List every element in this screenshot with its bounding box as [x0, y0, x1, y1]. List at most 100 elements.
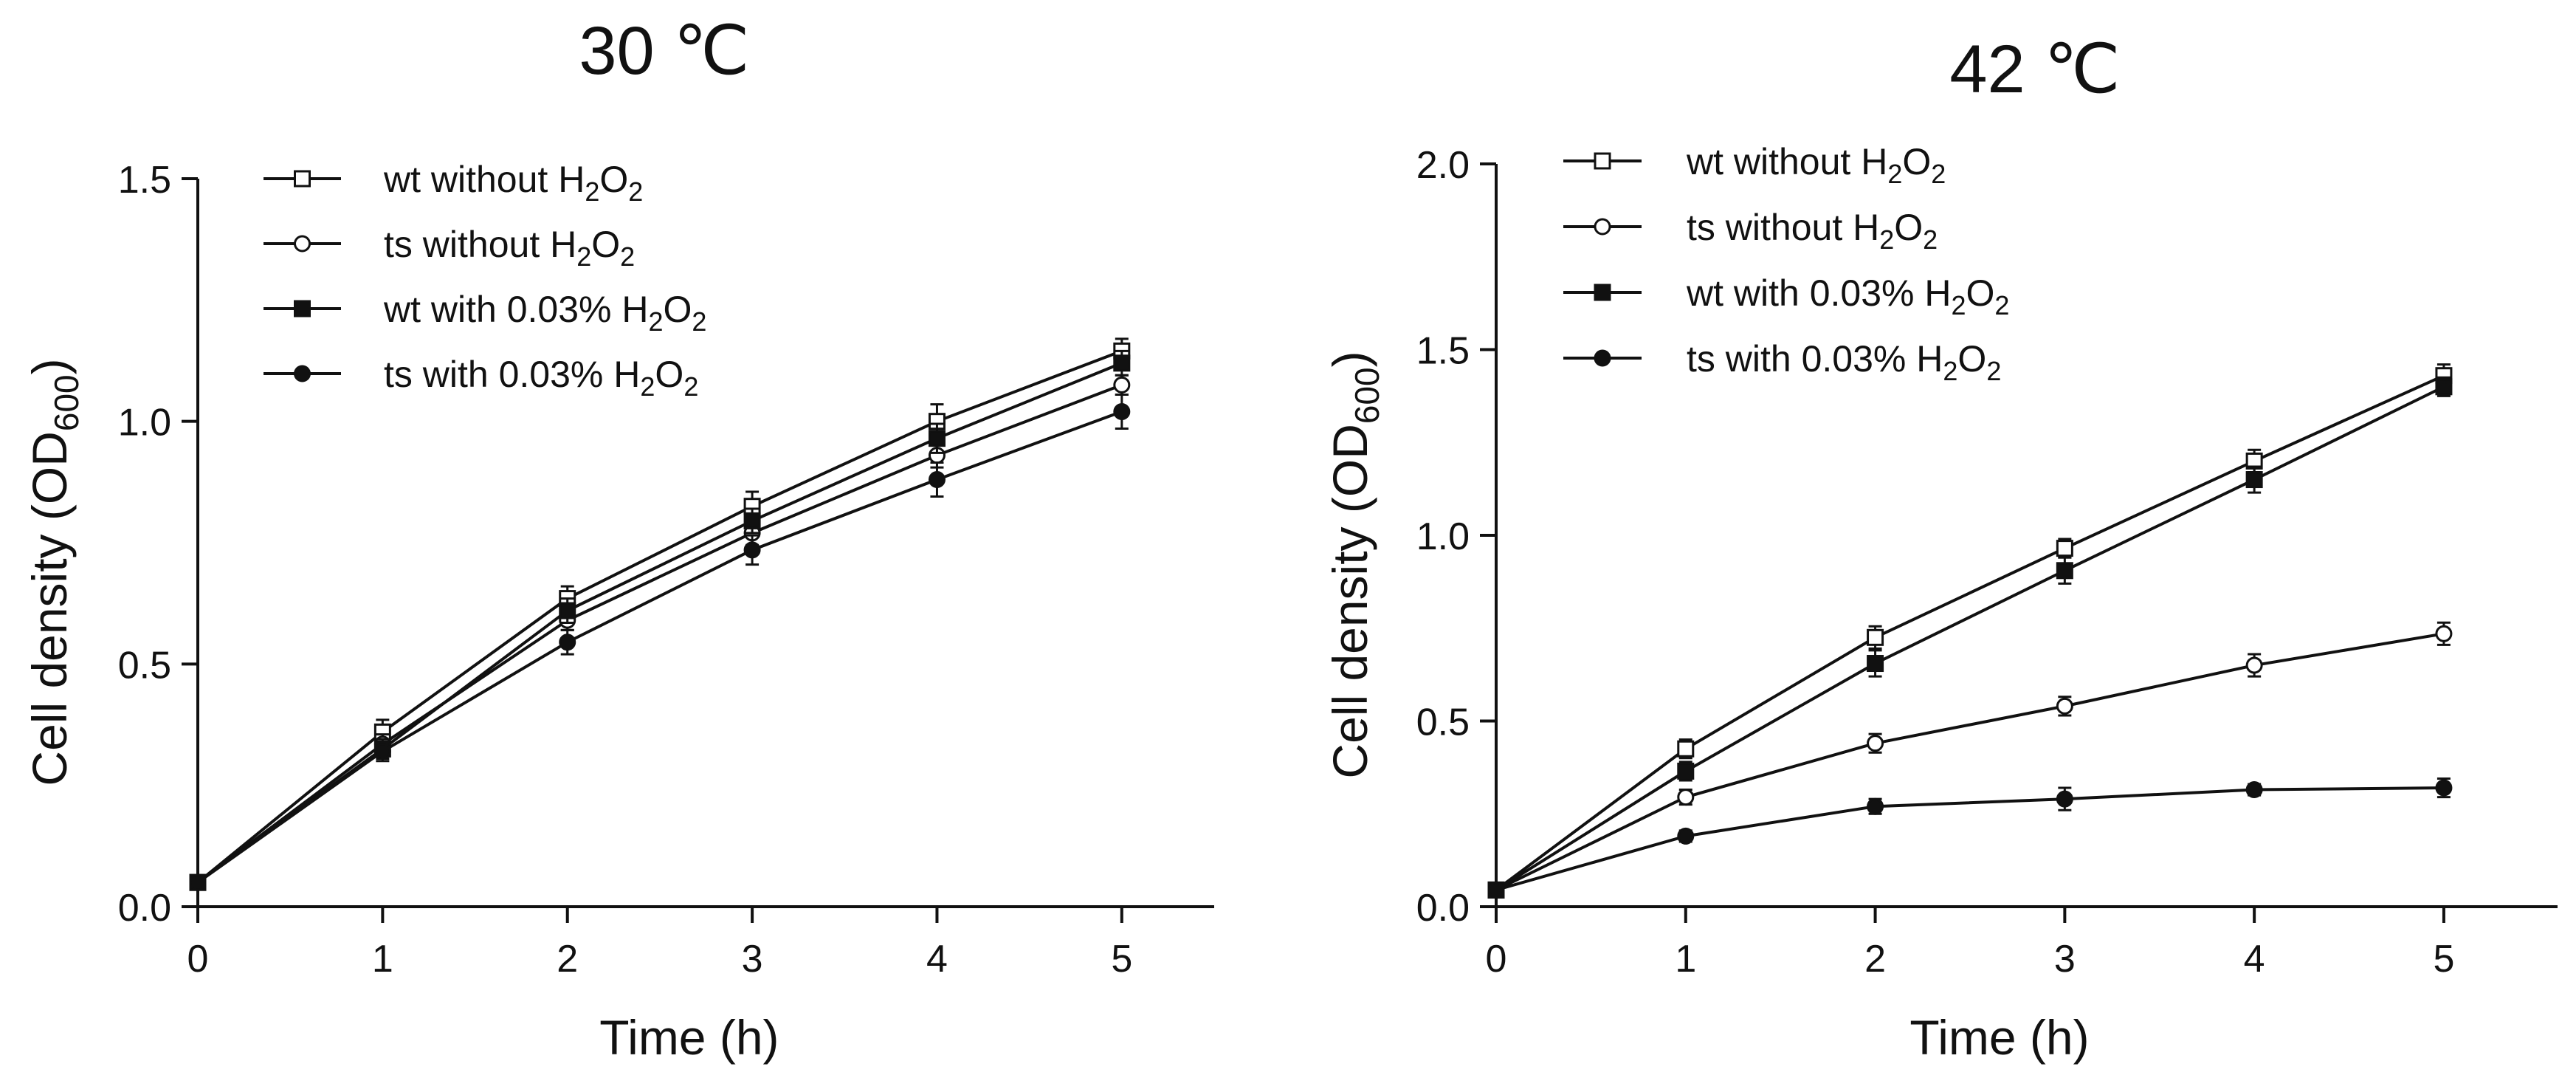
data-point	[2435, 378, 2453, 396]
x-tick-label: 5	[1111, 938, 1132, 981]
legend-marker	[1594, 349, 1611, 367]
y-axis-label-subscript: 600	[47, 374, 86, 431]
data-point	[2435, 625, 2453, 642]
data-point	[2245, 781, 2263, 799]
chart-panel-2: 42 ℃ 0.0 0.5 1.0 1.5 2.0 0 1 2 3 4 5 Time (h) Cell de…	[1323, 32, 2558, 1065]
legend-label: wt with 0.03% H2O2	[1686, 272, 2009, 320]
data-point	[189, 873, 207, 891]
data-point	[1677, 789, 1695, 806]
data-point	[1867, 628, 1884, 646]
legend-marker	[1594, 218, 1611, 236]
data-point	[559, 634, 576, 651]
y-tick-label: 2.0	[1416, 144, 1470, 187]
legend-label: wt with 0.03% H2O2	[383, 289, 706, 337]
series-circle-filled	[1487, 777, 2453, 899]
series-circle-open	[189, 374, 1131, 891]
y-axis-label-main: Cell density (OD	[22, 431, 77, 786]
x-tick-label: 5	[2433, 938, 2454, 981]
x-tick-label: 4	[2244, 938, 2265, 981]
chart-title: 30 ℃	[579, 13, 749, 89]
legend-item: wt with 0.03% H2O2	[1563, 272, 2009, 320]
series-line	[196, 410, 1123, 884]
data-point	[1677, 762, 1695, 780]
legend-label: ts without H2O2	[384, 224, 635, 272]
data-point	[2056, 697, 2073, 715]
y-tick-label: 0.5	[1416, 701, 1470, 744]
legend-marker	[1594, 152, 1611, 170]
series-line	[1495, 632, 2445, 892]
legend-marker	[294, 300, 311, 317]
series-square-filled	[1487, 376, 2453, 899]
legend-item: ts without H2O2	[264, 224, 635, 272]
series-line	[196, 361, 1123, 884]
x-tick-label: 3	[2054, 938, 2076, 981]
series-square-open	[189, 337, 1131, 891]
legend-marker	[294, 235, 311, 253]
legend-marker	[294, 365, 311, 382]
data-point	[1677, 740, 1695, 758]
y-axis-label: Cell density (OD600)	[1323, 351, 1386, 778]
data-point	[928, 430, 946, 447]
series-square-open	[1487, 363, 2453, 899]
legend-label: wt without H2O2	[1686, 141, 1946, 189]
x-tick-label: 0	[187, 938, 209, 981]
y-tick-label: 0.0	[1416, 887, 1470, 930]
legend-item: ts with 0.03% H2O2	[1563, 338, 2001, 386]
y-axis-label-subscript: 600	[1348, 367, 1386, 424]
legend-item: ts without H2O2	[1563, 207, 1938, 255]
y-tick-label: 0.5	[118, 644, 171, 687]
legend-item: wt without H2O2	[264, 159, 643, 207]
legend: wt without H2O2 ts without H2O2 wt with 0.…	[1563, 141, 2009, 386]
data-point	[743, 512, 761, 529]
legend-item: ts with 0.03% H2O2	[264, 354, 698, 402]
x-tick-label: 2	[1864, 938, 1886, 981]
data-point	[559, 602, 576, 619]
y-axis-label-close: )	[1323, 351, 1377, 367]
series-line	[1495, 374, 2445, 891]
legend-marker	[1594, 284, 1611, 301]
data-point	[373, 743, 391, 761]
legend: wt without H2O2 ts without H2O2 wt with 0.…	[264, 159, 706, 402]
y-axis-label-close: )	[22, 358, 77, 374]
legend-marker	[294, 170, 311, 188]
y-axis-label-main: Cell density (OD	[1323, 424, 1377, 778]
x-tick-label: 4	[926, 938, 948, 981]
data-point	[1113, 376, 1131, 394]
x-tick-label: 1	[1675, 938, 1696, 981]
series-line	[1495, 786, 2444, 892]
y-tick-label: 0.0	[118, 887, 171, 930]
data-point	[2435, 779, 2453, 797]
chart-panel-1: 30 ℃ 0.0 0.5 1.0 1.5 0 1 2 3 4 5 Time (h) Cell densi…	[22, 13, 1214, 1065]
x-tick-label: 0	[1486, 938, 1507, 981]
data-point	[1677, 827, 1695, 845]
legend-label: ts without H2O2	[1687, 207, 1938, 255]
data-point	[1867, 735, 1884, 752]
data-point	[1487, 881, 1505, 899]
legend-label: ts with 0.03% H2O2	[1687, 338, 2001, 386]
series-line	[1495, 385, 2445, 892]
y-tick-label: 1.0	[118, 402, 171, 444]
legend-label: wt without H2O2	[383, 159, 643, 207]
x-tick-label: 3	[742, 938, 763, 981]
y-tick-label: 1.5	[118, 159, 171, 202]
legend-item: wt with 0.03% H2O2	[264, 289, 706, 337]
series-circle-open	[1487, 621, 2453, 899]
chart-title: 42 ℃	[1949, 32, 2120, 107]
legend-label: ts with 0.03% H2O2	[384, 354, 698, 402]
data-point	[1867, 655, 1884, 673]
data-point	[2245, 656, 2263, 674]
data-point	[1867, 797, 1884, 815]
data-point	[928, 471, 946, 489]
series-line	[196, 349, 1123, 884]
series-circle-filled	[189, 394, 1131, 891]
y-axis-label: Cell density (OD600)	[22, 358, 86, 786]
x-tick-label: 2	[557, 938, 578, 981]
y-tick-label: 1.5	[1416, 330, 1470, 373]
data-point	[2056, 562, 2073, 580]
data-point	[2245, 471, 2263, 489]
data-point	[1113, 403, 1131, 421]
data-point	[2056, 790, 2073, 808]
series-square-filled	[189, 349, 1131, 891]
x-tick-label: 1	[372, 938, 393, 981]
